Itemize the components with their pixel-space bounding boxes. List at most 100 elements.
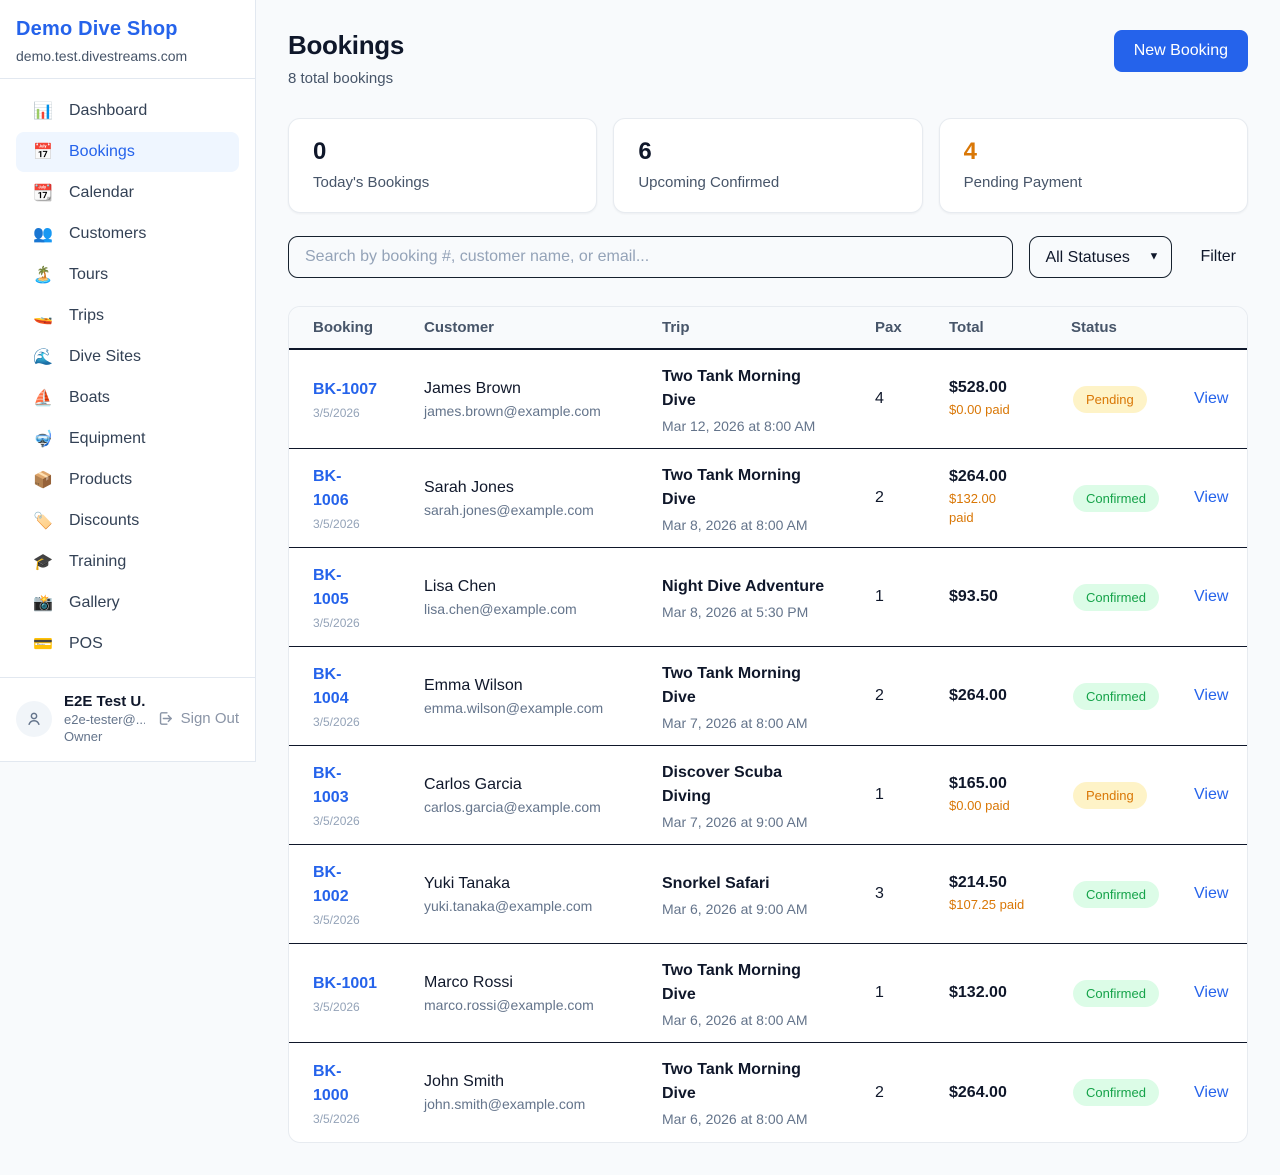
table-row: BK- 1005 3/5/2026 Lisa Chen lisa.chen@exa… — [289, 548, 1247, 647]
sidebar-item-bookings[interactable]: 📅 Bookings — [16, 132, 239, 172]
sidebar-item-label: Discounts — [69, 512, 140, 529]
user-name: E2E Test U... — [64, 693, 145, 710]
status-badge: Confirmed — [1073, 880, 1159, 908]
new-booking-button[interactable]: New Booking — [1113, 30, 1248, 72]
booking-id-link[interactable]: BK-1007 — [313, 381, 378, 398]
booking-id-link[interactable]: BK- 1000 — [313, 1062, 349, 1104]
dashboard-icon: 📊 — [33, 103, 53, 120]
status-cell: Pending — [1071, 385, 1194, 413]
sidebar-item-boats[interactable]: ⛵ Boats — [16, 378, 239, 418]
sidebar-item-label: Customers — [69, 225, 147, 242]
discounts-icon: 🏷️ — [33, 513, 53, 530]
booking-cell: BK- 1002 3/5/2026 — [313, 861, 424, 927]
status-select[interactable]: All Statuses — [1029, 236, 1173, 278]
sidebar-nav: 📊 Dashboard 📅 Bookings 📆 Calendar 👥 Cust… — [0, 79, 255, 677]
view-link[interactable]: View — [1194, 489, 1229, 506]
brand-domain: demo.test.divestreams.com — [16, 48, 188, 64]
sidebar-item-products[interactable]: 📦 Products — [16, 460, 239, 500]
sidebar-item-dive-sites[interactable]: 🌊 Dive Sites — [16, 337, 239, 377]
trip-cell: Discover Scuba Diving Mar 7, 2026 at 9:0… — [662, 761, 875, 830]
booking-cell: BK-1007 3/5/2026 — [313, 378, 424, 420]
controls-row: All Statuses ▼ Filter — [288, 236, 1248, 278]
total-cell: $528.00 $0.00 paid — [949, 379, 1071, 420]
sidebar: Demo Dive Shop demo.test.divestreams.com… — [0, 0, 256, 762]
pax-value: 2 — [875, 489, 884, 506]
booking-id-link[interactable]: BK-1001 — [313, 975, 378, 992]
booking-id-link[interactable]: BK- 1006 — [313, 468, 349, 509]
sidebar-item-dashboard[interactable]: 📊 Dashboard — [16, 91, 239, 131]
search-input[interactable] — [288, 236, 1014, 278]
products-icon: 📦 — [33, 472, 53, 489]
sidebar-item-calendar[interactable]: 📆 Calendar — [16, 173, 239, 213]
customer-name: Carlos Garcia — [424, 775, 522, 793]
sidebar-item-customers[interactable]: 👥 Customers — [16, 214, 239, 254]
customer-name: James Brown — [424, 379, 521, 397]
table-row: BK- 1003 3/5/2026 Carlos Garcia carlos.ga… — [289, 746, 1247, 845]
booking-id-link[interactable]: BK- 1005 — [313, 567, 349, 608]
view-link[interactable]: View — [1194, 390, 1229, 407]
view-link[interactable]: View — [1194, 786, 1229, 803]
sidebar-item-tours[interactable]: 🏝️ Tours — [16, 255, 239, 295]
stat-label: Pending Payment — [963, 174, 1083, 191]
sign-out-button[interactable]: Sign Out — [157, 710, 239, 727]
view-link[interactable]: View — [1194, 984, 1229, 1001]
booking-cell: BK- 1003 3/5/2026 — [313, 762, 424, 828]
customer-name: Emma Wilson — [424, 676, 523, 694]
customer-cell: Emma Wilson emma.wilson@example.com — [424, 677, 662, 716]
booking-cell: BK- 1000 3/5/2026 — [313, 1060, 424, 1126]
status-cell: Confirmed — [1071, 880, 1194, 908]
pax-value: 1 — [875, 984, 884, 1001]
sidebar-divider — [0, 78, 255, 79]
total-cell: $264.00 $132.00 paid — [949, 468, 1071, 528]
paid-amount: $132.00 paid — [949, 491, 996, 525]
user-section: E2E Test U... e2e-tester@... Owner Sign … — [0, 678, 255, 761]
booking-date: 3/5/2026 — [313, 406, 360, 420]
sidebar-item-trips[interactable]: 🚤 Trips — [16, 296, 239, 336]
booking-id-link[interactable]: BK- 1003 — [313, 765, 349, 806]
sidebar-item-label: Gallery — [69, 594, 120, 611]
trip-datetime: Mar 6, 2026 at 8:00 AM — [662, 1111, 808, 1127]
view-link[interactable]: View — [1194, 885, 1229, 902]
trip-datetime: Mar 8, 2026 at 8:00 AM — [662, 516, 808, 533]
sidebar-item-gallery[interactable]: 📸 Gallery — [16, 583, 239, 623]
table-row: BK-1001 3/5/2026 Marco Rossi marco.rossi… — [289, 944, 1247, 1043]
page-header-text: Bookings 8 total bookings — [288, 30, 404, 87]
sidebar-item-label: Trips — [69, 307, 104, 324]
total-cell: $132.00 — [949, 984, 1071, 1002]
customer-name: Marco Rossi — [424, 973, 513, 991]
booking-id-link[interactable]: BK- 1002 — [313, 864, 349, 905]
booking-id-link[interactable]: BK- 1004 — [313, 666, 349, 707]
trip-name: Snorkel Safari — [662, 874, 770, 892]
pax-value: 2 — [875, 687, 884, 704]
sidebar-item-equipment[interactable]: 🤿 Equipment — [16, 419, 239, 459]
booking-date: 3/5/2026 — [313, 1111, 360, 1126]
sidebar-divider-bottom — [0, 677, 255, 678]
sidebar-item-discounts[interactable]: 🏷️ Discounts — [16, 501, 239, 541]
sidebar-item-label: Dashboard — [69, 102, 148, 119]
column-header-total: Total — [949, 319, 984, 336]
dive-sites-icon: 🌊 — [33, 349, 53, 366]
column-header-trip: Trip — [662, 319, 690, 336]
view-link[interactable]: View — [1194, 1083, 1229, 1101]
status-cell: Confirmed — [1071, 979, 1194, 1007]
view-link[interactable]: View — [1194, 588, 1229, 605]
bookings-icon: 📅 — [33, 144, 53, 161]
sidebar-item-pos[interactable]: 💳 POS — [16, 624, 239, 664]
sidebar-item-training[interactable]: 🎓 Training — [16, 542, 239, 582]
column-header-customer: Customer — [424, 319, 495, 336]
sign-out-icon — [159, 712, 172, 725]
booking-date: 3/5/2026 — [313, 814, 360, 828]
trip-cell: Two Tank Morning Dive Mar 8, 2026 at 8:0… — [662, 464, 875, 533]
filter-button[interactable]: Filter — [1188, 248, 1248, 266]
customer-cell: Carlos Garcia carlos.garcia@example.com — [424, 776, 662, 815]
bookings-table: Booking Customer Trip Pax Total Status BK-100… — [288, 306, 1248, 1143]
trip-cell: Two Tank Morning Dive Mar 7, 2026 at 8:0… — [662, 662, 875, 731]
equipment-icon: 🤿 — [33, 431, 53, 448]
trip-datetime: Mar 7, 2026 at 9:00 AM — [662, 813, 808, 830]
view-cell: View — [1194, 687, 1228, 705]
view-link[interactable]: View — [1194, 687, 1229, 704]
page-title: Bookings — [288, 30, 405, 60]
table-header-row: Booking Customer Trip Pax Total Status — [289, 307, 1247, 350]
status-cell: Confirmed — [1071, 1079, 1194, 1106]
customer-name: Lisa Chen — [424, 577, 497, 595]
